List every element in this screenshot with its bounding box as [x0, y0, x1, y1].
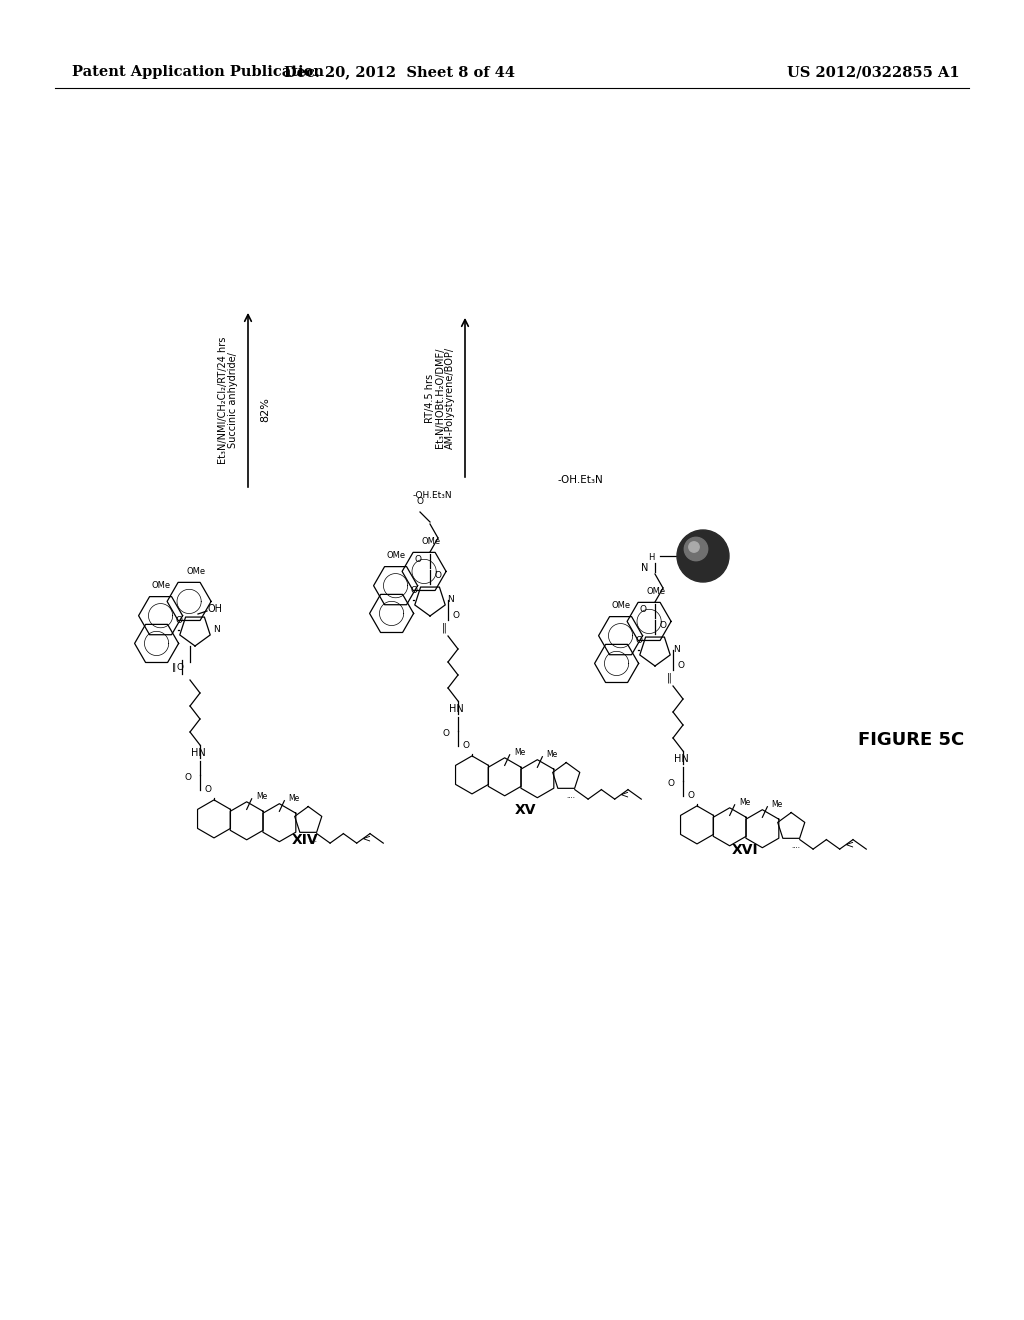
- Text: Me: Me: [739, 799, 751, 808]
- Text: 82%: 82%: [260, 397, 270, 422]
- Text: O: O: [442, 730, 450, 738]
- Text: O: O: [417, 498, 424, 507]
- Text: US 2012/0322855 A1: US 2012/0322855 A1: [787, 65, 961, 79]
- Text: O: O: [635, 636, 642, 645]
- Text: XIV: XIV: [292, 833, 318, 847]
- Text: Me: Me: [772, 800, 783, 809]
- Circle shape: [684, 537, 708, 561]
- Text: N: N: [641, 564, 648, 573]
- Text: O: O: [687, 792, 694, 800]
- Circle shape: [689, 541, 699, 552]
- Text: XV: XV: [514, 803, 536, 817]
- Text: Patent Application Publication: Patent Application Publication: [72, 65, 324, 79]
- Text: XVI: XVI: [732, 843, 759, 857]
- Text: AM-Polystyrene/BOP/: AM-Polystyrene/BOP/: [445, 347, 455, 449]
- Text: OMe: OMe: [421, 537, 440, 546]
- Text: O: O: [453, 610, 460, 619]
- Text: HN: HN: [449, 704, 464, 714]
- Text: OMe: OMe: [611, 601, 630, 610]
- Text: O: O: [659, 622, 667, 631]
- Text: Me: Me: [514, 748, 525, 758]
- Text: O: O: [411, 586, 418, 595]
- Text: <: <: [620, 789, 629, 800]
- Text: ....: ....: [309, 837, 317, 843]
- Text: N: N: [447, 595, 455, 605]
- Text: RT/4.5 hrs: RT/4.5 hrs: [425, 374, 435, 422]
- Text: ‖: ‖: [667, 673, 672, 684]
- Text: HN: HN: [190, 748, 206, 758]
- Text: OMe: OMe: [151, 581, 170, 590]
- Text: <: <: [845, 840, 854, 849]
- Text: ....: ....: [792, 843, 801, 849]
- Text: N: N: [213, 626, 219, 635]
- Text: O: O: [678, 660, 684, 669]
- Text: OMe: OMe: [386, 552, 406, 560]
- Text: O: O: [175, 616, 182, 626]
- Text: O: O: [463, 742, 469, 751]
- Text: ....: ....: [566, 793, 575, 799]
- Text: ‖: ‖: [172, 664, 176, 672]
- Text: FIGURE 5C: FIGURE 5C: [858, 731, 965, 748]
- Text: O: O: [176, 664, 183, 672]
- Text: HN: HN: [674, 754, 688, 764]
- Text: O: O: [640, 606, 646, 615]
- Text: -OH.Et₃N: -OH.Et₃N: [558, 475, 604, 484]
- Text: Me: Me: [547, 750, 558, 759]
- Text: O: O: [184, 774, 191, 783]
- Text: O: O: [205, 785, 212, 795]
- Text: Me: Me: [289, 795, 300, 803]
- Text: -OH.Et₃N: -OH.Et₃N: [413, 491, 452, 500]
- Text: ‖: ‖: [441, 623, 446, 634]
- Text: OMe: OMe: [646, 587, 666, 595]
- Text: Et₃N/HOBt.H₂O/DMF/: Et₃N/HOBt.H₂O/DMF/: [435, 347, 445, 449]
- Text: H: H: [648, 553, 654, 562]
- Text: Dec. 20, 2012  Sheet 8 of 44: Dec. 20, 2012 Sheet 8 of 44: [285, 65, 515, 79]
- Text: O: O: [434, 572, 441, 581]
- Text: OH: OH: [208, 605, 222, 614]
- Text: N: N: [673, 645, 679, 655]
- Text: Succinic anhydride/: Succinic anhydride/: [228, 352, 238, 447]
- Text: Me: Me: [256, 792, 267, 801]
- Circle shape: [677, 531, 729, 582]
- Text: OMe: OMe: [186, 566, 205, 576]
- Text: Et₃N/NMI/CH₂Cl₂/RT/24 hrs: Et₃N/NMI/CH₂Cl₂/RT/24 hrs: [218, 337, 228, 463]
- Text: <: <: [361, 833, 371, 843]
- Text: O: O: [668, 780, 675, 788]
- Text: O: O: [415, 556, 422, 565]
